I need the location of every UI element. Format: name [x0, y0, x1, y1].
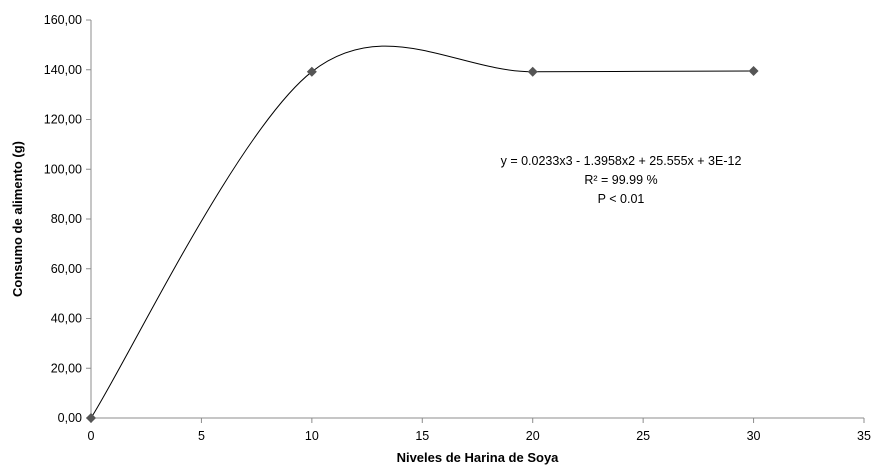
data-points	[86, 65, 759, 423]
y-tick-label: 140,00	[44, 63, 82, 77]
y-axis-title: Consumo de alimento (g)	[10, 141, 25, 297]
y-axis: 0,00 20,00 40,00 60,00 80,00 100,00 120,00 140,…	[44, 13, 92, 425]
x-tick-label: 5	[198, 429, 205, 443]
y-tick-label: 120,00	[44, 113, 82, 127]
x-axis: 0 5 10 15 20 25 30 35	[88, 417, 871, 443]
x-tick-label: 20	[526, 429, 540, 443]
data-point	[748, 65, 759, 76]
x-tick-label: 25	[636, 429, 650, 443]
data-point	[86, 413, 96, 423]
trendline	[90, 45, 754, 419]
y-tick-label: 40,00	[51, 312, 82, 326]
annotation-line: y = 0.0233x3 - 1.3958x2 + 25.555x + 3E-1…	[501, 154, 742, 168]
x-tick-label: 35	[857, 429, 871, 443]
x-tick-label: 15	[415, 429, 429, 443]
data-point	[527, 66, 538, 77]
y-tick-label: 20,00	[51, 361, 82, 375]
y-ticks: 0,00 20,00 40,00 60,00 80,00 100,00 120,00 140,…	[44, 13, 91, 425]
annotation-line: P < 0.01	[598, 192, 645, 206]
x-tick-label: 0	[88, 429, 95, 443]
y-tick-label: 0,00	[58, 411, 82, 425]
y-tick-label: 60,00	[51, 262, 82, 276]
x-axis-title: Niveles de Harina de Soya	[397, 450, 560, 465]
y-tick-label: 80,00	[51, 212, 82, 226]
y-tick-label: 160,00	[44, 13, 82, 27]
data-point	[306, 66, 317, 77]
x-ticks: 0 5 10 15 20 25 30 35	[88, 418, 871, 443]
y-tick-label: 100,00	[44, 162, 82, 176]
equation-annotation: y = 0.0233x3 - 1.3958x2 + 25.555x + 3E-1…	[501, 154, 742, 206]
x-tick-label: 30	[747, 429, 761, 443]
annotation-line: R² = 99.99 %	[584, 173, 657, 187]
x-tick-label: 10	[305, 429, 319, 443]
